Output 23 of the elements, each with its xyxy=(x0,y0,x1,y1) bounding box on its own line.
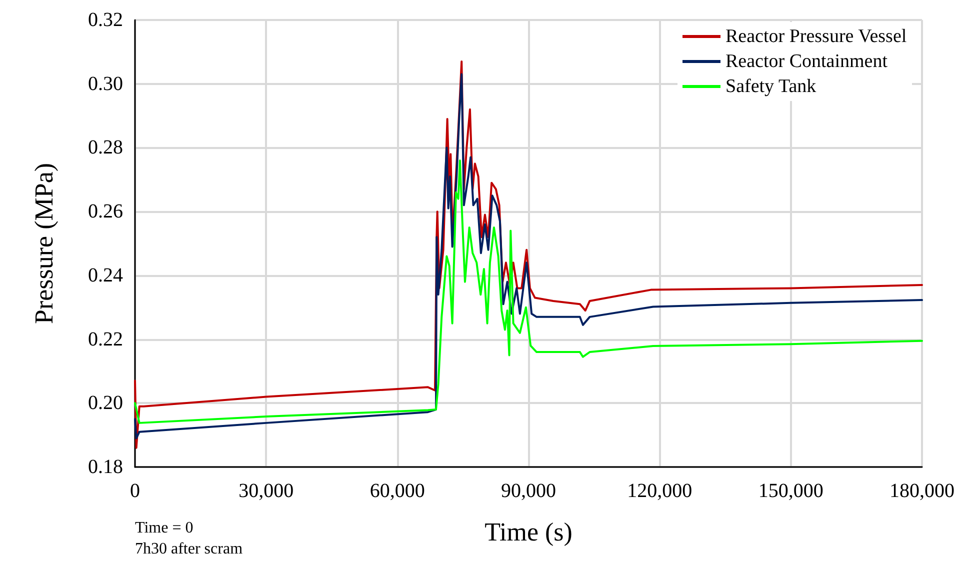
text: 7h30 after scram xyxy=(135,540,244,558)
y-tick-label: 0.30 xyxy=(88,72,123,95)
x-tick-label: 90,000 xyxy=(501,480,556,502)
y-tick-label: 0.26 xyxy=(88,200,123,223)
y-tick-label: 0.20 xyxy=(88,392,123,414)
legend-label: Safety Tank xyxy=(726,76,817,97)
x-axis-title: Time (s) xyxy=(484,518,572,546)
legend-label: Reactor Pressure Vessel xyxy=(726,26,907,47)
y-axis-title: Pressure (MPa) xyxy=(30,162,58,324)
x-tick-label: 0 xyxy=(130,480,140,502)
x-tick-label: 150,000 xyxy=(758,480,824,502)
y-tick-label: 0.32 xyxy=(88,9,123,31)
y-tick-label: 0.24 xyxy=(88,264,123,286)
legend-label: Reactor Containment xyxy=(726,51,888,72)
x-tick-label: 30,000 xyxy=(238,480,294,502)
text: Time = 0 xyxy=(135,520,194,536)
y-tick-label: 0.22 xyxy=(88,328,123,350)
x-tick-label: 180,000 xyxy=(890,480,954,502)
x-tick-label: 60,000 xyxy=(370,480,425,502)
y-tick-label: 0.18 xyxy=(88,456,123,478)
y-tick-label: 0.28 xyxy=(88,136,123,159)
x-tick-label: 120,000 xyxy=(627,480,692,502)
line-series xyxy=(134,159,923,424)
